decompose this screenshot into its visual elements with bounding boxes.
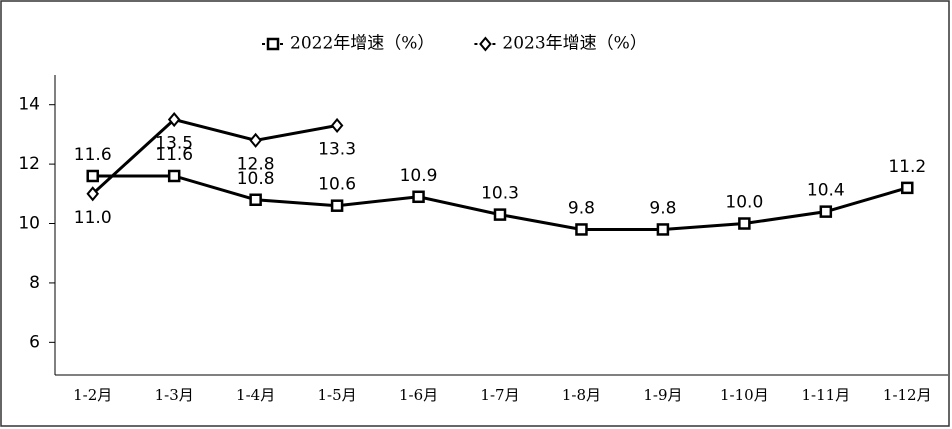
y-tick-label: 14 xyxy=(18,95,40,115)
point xyxy=(330,117,344,134)
point xyxy=(86,186,100,202)
data-label: 13.5 xyxy=(155,134,193,154)
data-label: 11.0 xyxy=(74,208,112,228)
point xyxy=(656,223,670,236)
data-label: 12.8 xyxy=(237,154,275,174)
data-label: 13.3 xyxy=(318,139,356,159)
data-label: 11.2 xyxy=(888,157,926,177)
x-tick-label: 1-7月 xyxy=(480,386,519,404)
data-label: 10.3 xyxy=(481,184,519,204)
data-label: 9.8 xyxy=(649,198,676,218)
point xyxy=(167,169,181,183)
point xyxy=(575,223,588,236)
point xyxy=(493,208,507,221)
x-tick-label: 1-5月 xyxy=(318,386,357,404)
x-tick-label: 1-9月 xyxy=(643,386,682,404)
y-tick-label: 12 xyxy=(18,154,40,174)
data-label: 10.8 xyxy=(237,169,275,189)
point xyxy=(819,205,833,218)
data-label: 10.9 xyxy=(400,166,438,186)
series-line xyxy=(91,117,338,195)
point xyxy=(249,193,262,207)
x-tick-label: 1-4月 xyxy=(236,386,275,404)
x-tick-label: 1-10月 xyxy=(720,386,769,404)
data-label: 10.4 xyxy=(807,181,845,201)
x-tick-label: 1-8月 xyxy=(562,386,601,404)
x-tick-label: 1-12月 xyxy=(883,386,932,404)
x-tick-label: 1-3月 xyxy=(155,386,194,404)
y-tick-label: 10 xyxy=(18,214,40,234)
point xyxy=(249,132,262,148)
x-tick-label: 1-6月 xyxy=(399,386,438,404)
point xyxy=(167,111,181,128)
legend-marker xyxy=(479,36,492,52)
data-label: 11.6 xyxy=(155,145,193,165)
legend-label: 2022年增速（%） xyxy=(290,34,434,54)
data-label: 10.6 xyxy=(318,175,356,195)
data-label: 9.8 xyxy=(568,198,595,218)
x-tick-label: 1-2月 xyxy=(73,386,112,404)
y-tick-label: 8 xyxy=(29,273,40,293)
y-tick-label: 6 xyxy=(29,332,40,352)
point xyxy=(901,181,914,195)
point xyxy=(330,199,344,212)
point xyxy=(738,217,751,230)
data-label: 10.0 xyxy=(725,193,763,213)
point xyxy=(412,190,425,204)
legend-marker xyxy=(266,37,280,51)
data-label: 11.6 xyxy=(74,145,112,165)
legend-label: 2023年增速（%） xyxy=(502,34,646,54)
point xyxy=(86,169,99,183)
x-tick-label: 1-11月 xyxy=(801,386,850,404)
